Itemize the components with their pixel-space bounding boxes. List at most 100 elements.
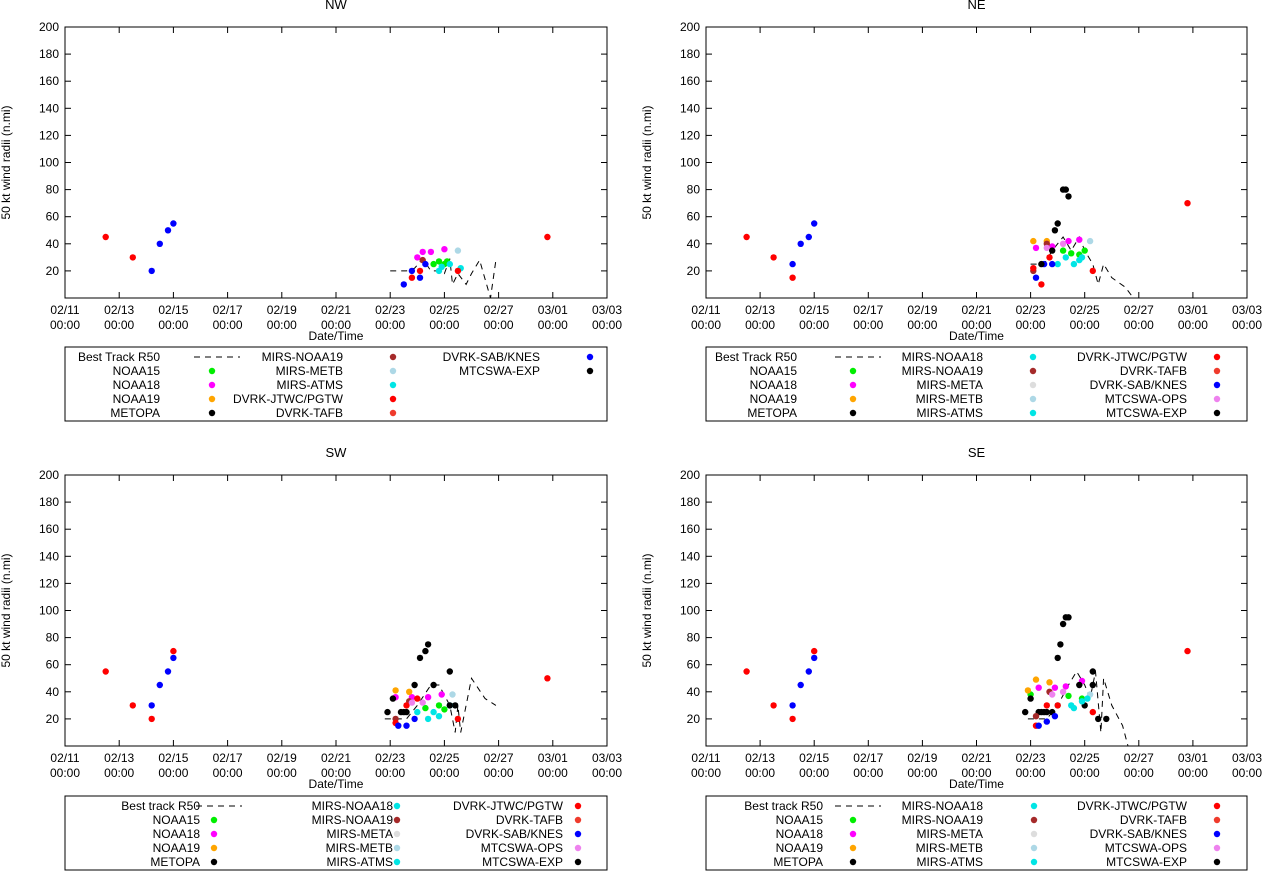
- x-tick-time: 00:00: [375, 766, 405, 780]
- panel-se: SE2040608010012014016018020002/1100:0002…: [640, 445, 1262, 871]
- x-tick-date: 02/25: [429, 303, 459, 317]
- x-tick-time: 00:00: [1070, 318, 1100, 332]
- data-point-dvrk-jtwc-pgtw: [743, 668, 750, 675]
- data-point-dvrk-jtwc-pgtw: [1184, 647, 1191, 655]
- x-tick-date: 02/13: [104, 303, 134, 317]
- plot-frame: [705, 474, 1248, 747]
- data-point-dvrk-jtwc-pgtw: [170, 647, 177, 655]
- x-tick-date: 03/03: [1232, 751, 1262, 765]
- legend-marker: [1213, 844, 1221, 852]
- panel-title: SW: [326, 445, 348, 460]
- data-point-dvrk-jtwc-pgtw: [544, 233, 551, 241]
- legend-label: MIRS-NOAA18: [902, 350, 984, 364]
- y-tick-label: 180: [680, 47, 700, 61]
- best-track-line: [384, 677, 497, 733]
- x-tick-date: 02/27: [1124, 303, 1154, 317]
- data-point-dvrk-jtwc-pgtw: [102, 233, 109, 241]
- data-point-noaa18: [414, 254, 421, 261]
- data-point-noaa15: [441, 706, 448, 713]
- y-tick-label: 160: [39, 74, 59, 88]
- data-point-dvrk-sab-knes: [148, 702, 155, 709]
- legend-marker: [389, 381, 397, 389]
- y-tick-label: 20: [46, 712, 60, 726]
- data-point-dvrk-jtwc-pgtw: [408, 274, 416, 281]
- x-tick-date: 03/03: [592, 751, 622, 765]
- data-point-mtcswa-exp: [400, 708, 407, 716]
- plot-frame: [64, 26, 608, 299]
- legend-marker: [1030, 844, 1038, 852]
- legend-label: DVRK-TAFB: [496, 813, 563, 827]
- x-tick-date: 02/25: [429, 751, 459, 765]
- legend-label: MIRS-ATMS: [917, 406, 983, 420]
- x-tick-time: 00:00: [1016, 766, 1046, 780]
- data-point-mirs-metb: [449, 691, 456, 698]
- data-point-metopa: [1027, 695, 1034, 702]
- x-axis-label: Date/Time: [949, 329, 1004, 343]
- x-tick-date: 03/03: [592, 303, 622, 317]
- x-tick-time: 00:00: [50, 318, 80, 332]
- x-tick-time: 00:00: [538, 766, 568, 780]
- data-point-metopa: [452, 702, 459, 709]
- data-point-mirs-atms: [1070, 260, 1078, 268]
- legend-label: NOAA18: [153, 827, 201, 841]
- x-tick-date: 02/11: [50, 751, 79, 765]
- legend-marker: [393, 830, 401, 838]
- x-tick-time: 00:00: [538, 318, 568, 332]
- data-point-noaa15: [1059, 247, 1067, 254]
- data-point-noaa18: [1062, 683, 1070, 690]
- data-point-noaa18: [1032, 244, 1040, 252]
- x-tick-time: 00:00: [321, 318, 351, 332]
- x-axis-label: Date/Time: [949, 777, 1004, 791]
- legend-label: METOPA: [773, 855, 823, 869]
- legend-marker: [393, 802, 401, 810]
- y-tick-label: 200: [39, 20, 59, 34]
- y-tick-label: 180: [39, 47, 59, 61]
- y-tick-label: 200: [39, 468, 59, 482]
- data-point-dvrk-jtwc-pgtw: [1043, 702, 1051, 709]
- x-tick-time: 00:00: [745, 318, 775, 332]
- x-tick-date: 03/01: [538, 303, 568, 317]
- legend-label: MIRS-NOAA18: [902, 799, 984, 813]
- data-point-dvrk-sab-knes: [400, 281, 407, 288]
- data-point-dvrk-sab-knes: [156, 240, 163, 247]
- legend-label: NOAA15: [750, 364, 798, 378]
- y-axis-label: 50 kt wind radii (n.mi): [0, 553, 13, 667]
- legend-label: MIRS-NOAA19: [262, 350, 344, 364]
- x-tick-date: 02/25: [1070, 751, 1100, 765]
- legend-label: DVRK-SAB/KNES: [466, 827, 563, 841]
- y-tick-label: 180: [680, 495, 700, 509]
- x-tick-time: 00:00: [853, 318, 883, 332]
- y-tick-label: 40: [687, 685, 701, 699]
- data-point-noaa18: [441, 246, 448, 253]
- x-tick-date: 03/01: [538, 751, 568, 765]
- x-tick-date: 02/27: [1124, 751, 1154, 765]
- y-tick-label: 120: [680, 576, 700, 590]
- plot-frame: [64, 474, 608, 747]
- data-point-dvrk-sab-knes: [1049, 260, 1056, 268]
- data-point-dvrk-jtwc-pgtw: [129, 702, 136, 709]
- x-tick-time: 00:00: [907, 766, 937, 780]
- data-point-dvrk-sab-knes: [170, 220, 177, 227]
- data-point-mirs-noaa18: [435, 713, 443, 720]
- x-tick-time: 00:00: [1232, 766, 1262, 780]
- legend-label: Best Track R50: [715, 350, 797, 364]
- legend-label: NOAA18: [776, 827, 824, 841]
- x-tick-time: 00:00: [321, 766, 351, 780]
- y-tick-label: 140: [39, 549, 59, 563]
- x-tick-date: 02/13: [745, 303, 775, 317]
- data-point-dvrk-sab-knes: [789, 702, 796, 709]
- legend-label: MTCSWA-EXP: [1106, 406, 1187, 420]
- x-tick-time: 00:00: [1178, 766, 1208, 780]
- legend-marker: [586, 367, 594, 375]
- legend-label: NOAA19: [750, 392, 798, 406]
- legend-label: Best track R50: [744, 799, 823, 813]
- y-axis-label: 50 kt wind radii (n.mi): [640, 553, 654, 667]
- data-point-mtcswa-ops: [1043, 244, 1051, 252]
- x-tick-date: 03/01: [1178, 303, 1208, 317]
- x-tick-date: 02/19: [267, 751, 297, 765]
- y-tick-label: 60: [687, 210, 701, 224]
- legend-label: MTCSWA-OPS: [1105, 392, 1187, 406]
- x-tick-time: 00:00: [907, 318, 937, 332]
- legend-label: MTCSWA-EXP: [1106, 855, 1187, 869]
- data-point-metopa: [1021, 708, 1029, 716]
